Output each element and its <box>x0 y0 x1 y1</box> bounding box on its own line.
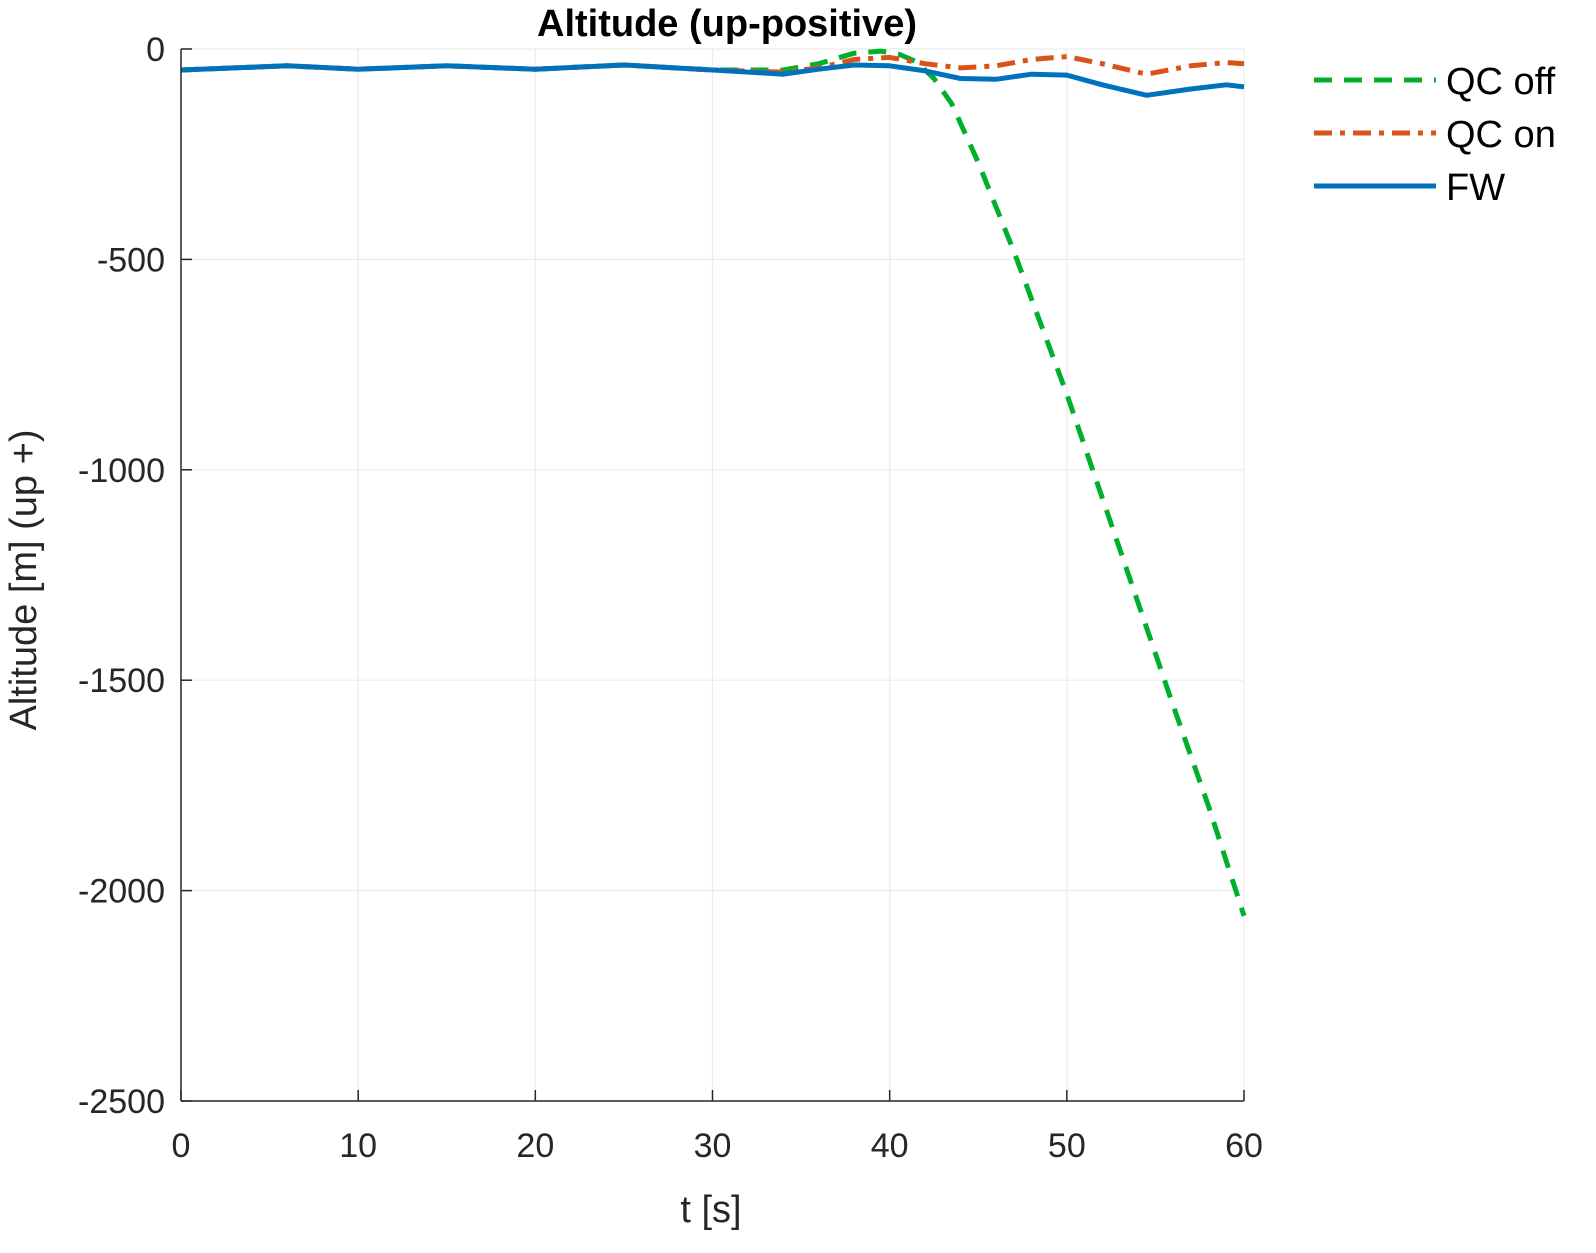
y-tick-label: -500 <box>97 241 165 279</box>
legend-label: FW <box>1446 167 1505 209</box>
y-tick-label: -2000 <box>78 873 165 911</box>
x-tick-label: 60 <box>1225 1127 1263 1165</box>
x-tick-label: 20 <box>516 1127 554 1165</box>
plot-area <box>180 48 1247 917</box>
x-tick-label: 0 <box>172 1127 191 1165</box>
chart-title: Altitude (up-positive) <box>537 3 917 45</box>
y-tick-label: -1500 <box>78 662 165 700</box>
x-tick-label: 40 <box>871 1127 909 1165</box>
legend: QC off QC on FW <box>1314 61 1556 209</box>
y-tick-label: -2500 <box>78 1083 165 1121</box>
x-tick-label: 30 <box>694 1127 732 1165</box>
x-axis-label: t [s] <box>680 1189 741 1231</box>
series-line-qc-off <box>180 48 1247 917</box>
legend-label: QC on <box>1446 114 1556 156</box>
series-line-fw <box>180 62 1245 98</box>
y-tick-label: 0 <box>146 31 165 69</box>
legend-label: QC off <box>1446 61 1556 103</box>
y-axis-label: Altitude [m] (up +) <box>3 430 45 731</box>
axes: 0 10 20 30 40 50 60 0 -500 -1000 -1500 -2000 -2500 <box>78 31 1263 1165</box>
x-tick-label: 50 <box>1048 1127 1086 1165</box>
y-tick-label: -1000 <box>78 452 165 490</box>
x-tick-label: 10 <box>339 1127 377 1165</box>
grid <box>181 48 1245 1101</box>
